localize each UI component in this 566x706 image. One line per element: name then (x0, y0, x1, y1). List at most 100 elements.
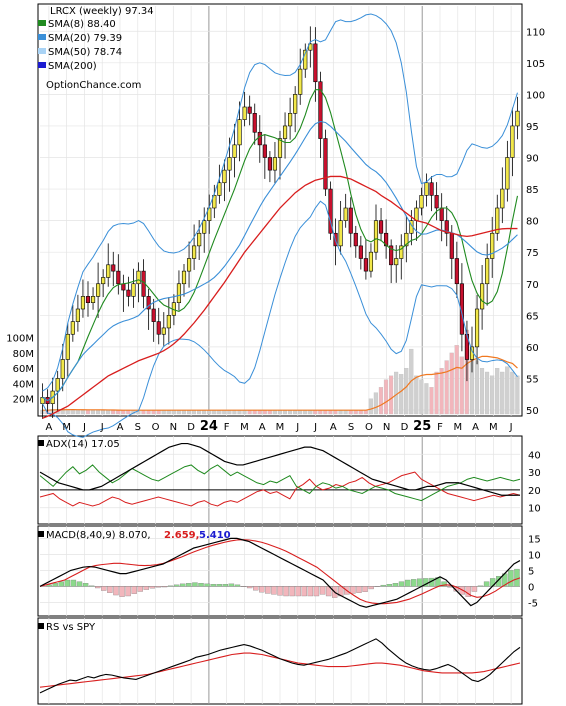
macd-histogram-bar (259, 586, 265, 593)
macd-histogram-bar (125, 586, 131, 597)
volume-bar (500, 371, 505, 415)
macd-histogram-bar (95, 586, 101, 589)
macd-histogram-bar (228, 583, 235, 587)
candle-body (429, 182, 434, 196)
volume-tick-label: 100M (6, 334, 34, 345)
candle-body (192, 245, 197, 259)
candle-body (217, 182, 222, 196)
indicator-lines (39, 13, 521, 694)
macd-histogram-bar (319, 586, 326, 595)
price-legend: LRCX (weekly) 97.34 SMA(8) 88.40 SMA(20)… (38, 6, 154, 91)
candle-body (313, 43, 318, 83)
macd-histogram-bar (70, 579, 77, 587)
x-tick-label: J (509, 422, 513, 433)
candle-body (212, 195, 217, 209)
macd-histogram-bar (155, 586, 162, 588)
candle-body (338, 220, 343, 247)
macd-histogram-bar (52, 583, 58, 587)
volume-tick-label: 60M (13, 364, 34, 375)
candle-body (237, 119, 242, 146)
volume-bar (490, 375, 495, 415)
macd-signal-value: 2.659, (164, 530, 199, 541)
price-tick-label: 100 (526, 90, 545, 101)
candle-body (267, 157, 272, 171)
rs-line (39, 638, 521, 694)
candle-body (444, 220, 449, 234)
x-tick-label: S (135, 422, 141, 433)
macd-histogram-bar (76, 581, 83, 587)
x-tick-label: D (187, 422, 195, 433)
adx-tick-label: 40 (528, 450, 541, 461)
macd-histogram-bar (307, 586, 314, 597)
candle-body (368, 251, 374, 272)
candle-body (70, 321, 75, 335)
legend-sma8: SMA(8) 88.40 (48, 19, 116, 30)
candle-body (60, 359, 65, 379)
volume-bar (434, 371, 439, 415)
macd-histogram-bar (283, 586, 289, 597)
x-tick-label: 25 (413, 419, 431, 434)
candle-body (378, 220, 384, 234)
candle-body (495, 207, 500, 234)
macd-histogram-bar (143, 586, 150, 590)
x-tick-label: A (117, 422, 124, 433)
macd-histogram-bar (222, 584, 229, 587)
volume-bar (479, 368, 485, 415)
macd-label: MACD(8,40,9) 8.070, 2.659, 5.410 (38, 530, 231, 541)
volume-bar (439, 368, 444, 415)
macd-tick-label: 10 (528, 550, 541, 561)
macd-histogram-bar (253, 586, 259, 591)
x-tick-label: A (472, 422, 479, 433)
macd-histogram-bar (161, 586, 168, 588)
candle-body (262, 144, 267, 158)
macd-histogram-bar (198, 583, 204, 587)
macd-histogram-bar (277, 586, 283, 596)
candle-body (166, 315, 171, 329)
candle-body (505, 157, 510, 190)
x-tick-label: 24 (200, 419, 218, 434)
x-tick-label: F (224, 422, 230, 433)
candle-body (282, 125, 288, 139)
volume-bar (449, 352, 454, 415)
macd-histogram-bar (204, 583, 210, 587)
candle-body (181, 270, 187, 285)
macd-tick-label: 15 (528, 534, 541, 545)
macd-histogram-bar (265, 586, 271, 594)
macd-histogram-bar (301, 586, 307, 597)
candle-body (449, 232, 454, 259)
candle-body (288, 113, 293, 127)
candle-body (247, 106, 252, 114)
candle-body (111, 264, 116, 272)
legend-swatch-sma8 (38, 20, 46, 26)
candle-body (303, 49, 308, 70)
volume-bar (394, 371, 399, 415)
volume-bar (444, 360, 449, 415)
volume-bar (85, 410, 90, 415)
volume-bar (90, 410, 96, 415)
adx-swatch (38, 440, 44, 446)
candle-body (106, 264, 111, 278)
price-tick-label: 90 (526, 154, 539, 165)
volume-bar (429, 387, 434, 415)
macd-histogram-bar (101, 586, 107, 591)
candle-body (515, 110, 520, 127)
candle-body (96, 283, 101, 297)
candle-body (257, 131, 262, 146)
volume-tick-label: 80M (13, 349, 34, 360)
candle-body (328, 188, 333, 234)
volume-bar (515, 375, 520, 415)
macd-histogram-bar (131, 586, 137, 594)
macd-histogram-bar (398, 581, 405, 587)
price-tick-label: 50 (526, 406, 539, 417)
volume-bar (75, 410, 80, 415)
price-tick-label: 55 (526, 374, 539, 385)
x-tick-label: N (170, 422, 177, 433)
x-tick-label: O (365, 422, 373, 433)
candle-body (394, 258, 399, 266)
volume-bar (368, 398, 373, 415)
candle-body (389, 245, 394, 266)
candle-body (131, 283, 136, 297)
chart-title: LRCX (weekly) 97.34 (50, 6, 154, 17)
x-tick-label: N (383, 422, 390, 433)
